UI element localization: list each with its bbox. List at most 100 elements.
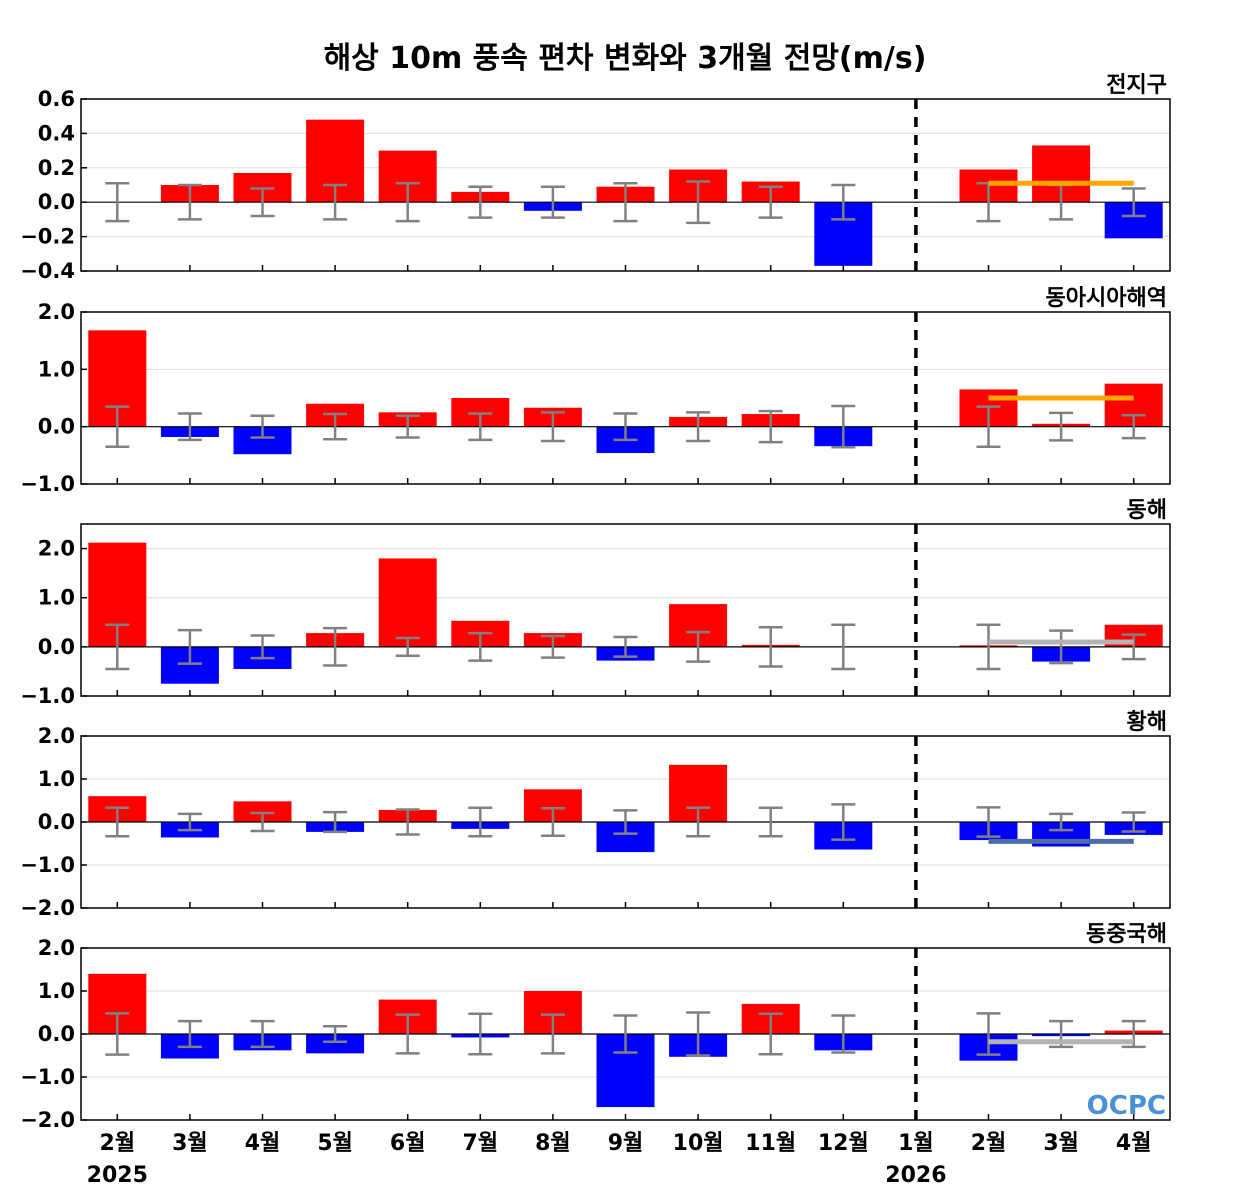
y-tick-label: −1.0 <box>20 472 75 496</box>
error-bar <box>323 1025 348 1043</box>
error-bar <box>177 412 202 442</box>
error-bar <box>468 806 493 838</box>
error-bar <box>686 806 711 838</box>
error-bar <box>323 810 348 834</box>
y-tick-label: 2.0 <box>38 724 75 748</box>
error-bar <box>758 625 783 668</box>
error-bar <box>395 182 420 223</box>
error-bar <box>395 414 420 439</box>
error-bar <box>686 411 711 443</box>
error-bar <box>468 412 493 442</box>
error-bar <box>468 1012 493 1056</box>
error-bar <box>177 812 202 832</box>
y-tick-label: 0.0 <box>38 1022 75 1046</box>
error-bar <box>540 185 565 219</box>
y-tick-label: 2.0 <box>38 537 75 561</box>
y-tick-label: −2.0 <box>20 896 75 920</box>
panel-label: 전지구 <box>1106 73 1167 98</box>
x-tick-label: 8월 <box>535 1131 571 1156</box>
x-tick-label: 3월 <box>1043 1131 1079 1156</box>
y-tick-label: 2.0 <box>38 300 75 324</box>
error-bar <box>395 636 420 657</box>
error-bar <box>1049 411 1074 442</box>
x-tick-label: 9월 <box>608 1131 644 1156</box>
x-tick-label: 7월 <box>463 1131 499 1156</box>
logo-text: OCPC <box>1087 1091 1166 1121</box>
x-tick-label: 4월 <box>245 1131 281 1156</box>
chart-panels: −0.4 −0.2 0.0 0.2 0.4 0.6 전지구 −1.0 0.0 1.0 2.0 동아시아… <box>20 73 1171 1132</box>
error-bar <box>976 405 1001 448</box>
error-bar <box>540 806 565 838</box>
error-bar <box>831 183 856 221</box>
panel-label: 동중국해 <box>1086 922 1167 947</box>
bar <box>233 801 292 822</box>
error-bar <box>250 1019 275 1049</box>
error-bar <box>758 185 783 219</box>
error-bar <box>323 412 348 441</box>
error-bar <box>105 1012 130 1056</box>
error-bar <box>250 634 275 660</box>
y-tick-label: 0.0 <box>38 635 75 659</box>
error-bar <box>1121 187 1146 218</box>
y-tick-label: 1.0 <box>38 586 75 610</box>
y-tick-label: 0.0 <box>38 190 75 214</box>
error-bar <box>250 187 275 218</box>
panel-4: −2.0 −1.0 0.0 1.0 2.0 황해 <box>20 710 1171 920</box>
error-bar <box>831 803 856 841</box>
error-bar <box>468 185 493 219</box>
panel-5: −2.0 −1.0 0.0 1.0 2.0 동중국해 <box>20 922 1171 1132</box>
error-bar <box>976 623 1001 671</box>
error-bar <box>613 1014 638 1054</box>
x-tick-label: 2월 <box>100 1131 136 1156</box>
y-tick-label: 1.0 <box>38 357 75 381</box>
error-bar <box>177 183 202 221</box>
panel-label: 황해 <box>1127 710 1167 735</box>
chart-title: 해상 10m 풍속 편차 변화와 3개월 전망(m/s) <box>324 41 927 76</box>
x-tick-label: 2월 <box>971 1131 1007 1156</box>
error-bar <box>613 182 638 223</box>
panel-2: −1.0 0.0 1.0 2.0 동아시아해역 <box>20 286 1171 496</box>
y-tick-label: −1.0 <box>20 853 75 877</box>
y-tick-label: −2.0 <box>20 1108 75 1132</box>
y-tick-label: 0.2 <box>38 156 75 180</box>
error-bar <box>831 623 856 671</box>
error-bar <box>758 806 783 838</box>
error-bar <box>831 404 856 449</box>
error-bar <box>177 628 202 665</box>
y-tick-label: −1.0 <box>20 684 75 708</box>
error-bar <box>1049 629 1074 665</box>
error-bar <box>468 631 493 662</box>
panel-frame <box>80 523 1171 697</box>
panel-label: 동아시아해역 <box>1046 286 1167 311</box>
y-tick-label: 0.6 <box>38 87 75 111</box>
error-bar <box>1121 413 1146 440</box>
panel-3: −1.0 0.0 1.0 2.0 동해 <box>20 498 1171 708</box>
error-bar <box>613 412 638 442</box>
error-bar <box>758 1012 783 1056</box>
y-tick-label: 1.0 <box>38 767 75 791</box>
y-tick-label: 0.0 <box>38 415 75 439</box>
bar <box>306 1034 365 1054</box>
ocpc-logo: OCPC <box>1087 1091 1166 1121</box>
error-bar <box>323 626 348 667</box>
y-tick-label: 2.0 <box>38 936 75 960</box>
error-bar <box>105 405 130 448</box>
y-tick-label: 1.0 <box>38 979 75 1003</box>
error-bar <box>105 806 130 838</box>
error-bar <box>250 811 275 833</box>
year-label: 2025 <box>87 1163 148 1188</box>
error-bar <box>540 634 565 659</box>
x-tick-label: 6월 <box>390 1131 426 1156</box>
error-bar <box>976 806 1001 838</box>
error-bar <box>831 1014 856 1054</box>
x-tick-label: 3월 <box>172 1131 208 1156</box>
y-tick-label: −1.0 <box>20 1065 75 1089</box>
x-tick-label: 11월 <box>745 1131 796 1156</box>
y-tick-label: −0.4 <box>20 259 75 283</box>
error-bar <box>613 635 638 658</box>
error-bar <box>177 1019 202 1049</box>
x-axis: 2월 3월 4월 5월 6월 7월 8월 9월 10월 11월 12월 1월 2월 3월 4월 2025 202… <box>87 1131 1152 1188</box>
error-bar <box>540 1013 565 1055</box>
error-bar <box>758 409 783 444</box>
